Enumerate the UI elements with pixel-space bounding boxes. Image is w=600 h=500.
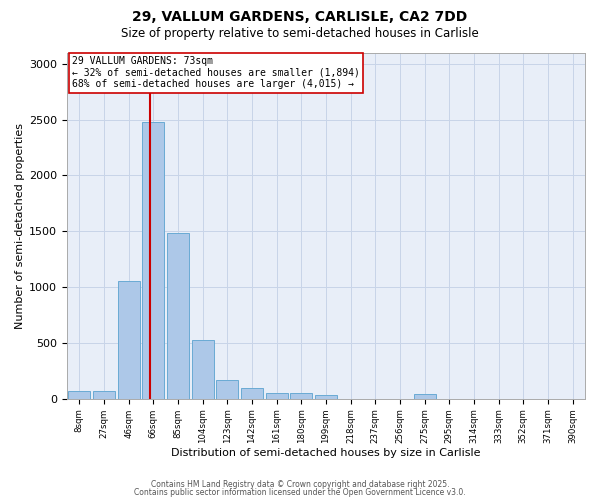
Text: Size of property relative to semi-detached houses in Carlisle: Size of property relative to semi-detach… [121, 28, 479, 40]
Text: Contains HM Land Registry data © Crown copyright and database right 2025.: Contains HM Land Registry data © Crown c… [151, 480, 449, 489]
Bar [315, 396, 337, 398]
Bar [142, 122, 164, 398]
Bar [290, 393, 313, 398]
Text: Contains public sector information licensed under the Open Government Licence v3: Contains public sector information licen… [134, 488, 466, 497]
Y-axis label: Number of semi-detached properties: Number of semi-detached properties [15, 122, 25, 328]
Bar [241, 388, 263, 398]
Bar [413, 394, 436, 398]
Bar [216, 380, 238, 398]
Bar [118, 282, 140, 399]
X-axis label: Distribution of semi-detached houses by size in Carlisle: Distribution of semi-detached houses by … [171, 448, 481, 458]
Bar [266, 392, 288, 398]
Bar [167, 234, 189, 398]
Text: 29 VALLUM GARDENS: 73sqm
← 32% of semi-detached houses are smaller (1,894)
68% o: 29 VALLUM GARDENS: 73sqm ← 32% of semi-d… [72, 56, 360, 89]
Bar [191, 340, 214, 398]
Bar [93, 391, 115, 398]
Text: 29, VALLUM GARDENS, CARLISLE, CA2 7DD: 29, VALLUM GARDENS, CARLISLE, CA2 7DD [133, 10, 467, 24]
Bar [68, 391, 91, 398]
